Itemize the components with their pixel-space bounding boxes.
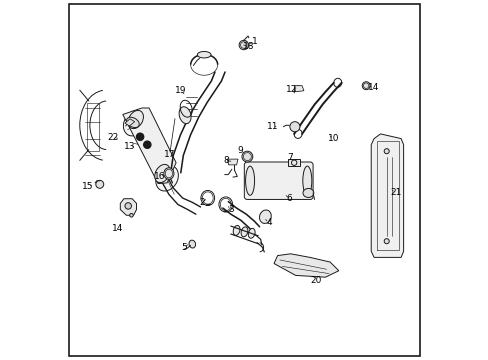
Polygon shape	[227, 159, 238, 165]
Ellipse shape	[163, 168, 174, 179]
Ellipse shape	[239, 40, 248, 50]
Ellipse shape	[197, 51, 211, 58]
Ellipse shape	[128, 111, 143, 129]
Text: 14: 14	[367, 83, 378, 91]
Ellipse shape	[289, 122, 299, 132]
Text: 3: 3	[227, 205, 233, 214]
Text: 17: 17	[163, 150, 175, 159]
Text: 20: 20	[309, 276, 321, 284]
Ellipse shape	[179, 107, 191, 124]
Text: 21: 21	[389, 188, 401, 197]
Ellipse shape	[189, 240, 195, 248]
Ellipse shape	[362, 82, 369, 90]
Circle shape	[143, 141, 151, 148]
Text: 15: 15	[82, 182, 94, 191]
Ellipse shape	[242, 151, 252, 162]
Text: 16: 16	[154, 172, 165, 181]
Polygon shape	[120, 199, 136, 215]
Text: 8: 8	[223, 156, 228, 165]
Text: 19: 19	[174, 86, 186, 95]
Polygon shape	[125, 119, 134, 126]
Text: 5: 5	[181, 243, 186, 252]
Text: 6: 6	[286, 194, 292, 203]
Polygon shape	[273, 254, 338, 277]
Ellipse shape	[259, 210, 271, 224]
Ellipse shape	[126, 117, 139, 127]
Circle shape	[136, 133, 143, 140]
Text: 2: 2	[199, 198, 204, 207]
Text: 7: 7	[287, 153, 293, 162]
Text: 4: 4	[265, 218, 271, 227]
Text: 9: 9	[237, 146, 243, 155]
Ellipse shape	[154, 165, 170, 183]
Ellipse shape	[384, 149, 388, 154]
Text: 14: 14	[112, 224, 123, 233]
Text: 13: 13	[124, 143, 136, 152]
Ellipse shape	[129, 213, 133, 217]
Text: 18: 18	[243, 42, 254, 51]
FancyBboxPatch shape	[244, 162, 312, 199]
Text: 10: 10	[327, 134, 339, 143]
Ellipse shape	[123, 110, 146, 136]
Ellipse shape	[233, 225, 240, 235]
Ellipse shape	[241, 227, 247, 237]
Polygon shape	[370, 134, 403, 257]
Ellipse shape	[302, 166, 311, 195]
Ellipse shape	[156, 165, 178, 191]
Ellipse shape	[125, 203, 131, 209]
Ellipse shape	[384, 239, 388, 244]
Polygon shape	[288, 159, 300, 166]
Ellipse shape	[245, 166, 254, 195]
Polygon shape	[122, 108, 176, 184]
Ellipse shape	[248, 228, 255, 238]
Text: 1: 1	[251, 37, 257, 46]
Ellipse shape	[96, 180, 103, 188]
Text: 11: 11	[266, 122, 278, 131]
Text: 22: 22	[107, 133, 119, 142]
Ellipse shape	[303, 188, 313, 197]
Text: 12: 12	[286, 85, 297, 94]
Polygon shape	[294, 86, 303, 92]
